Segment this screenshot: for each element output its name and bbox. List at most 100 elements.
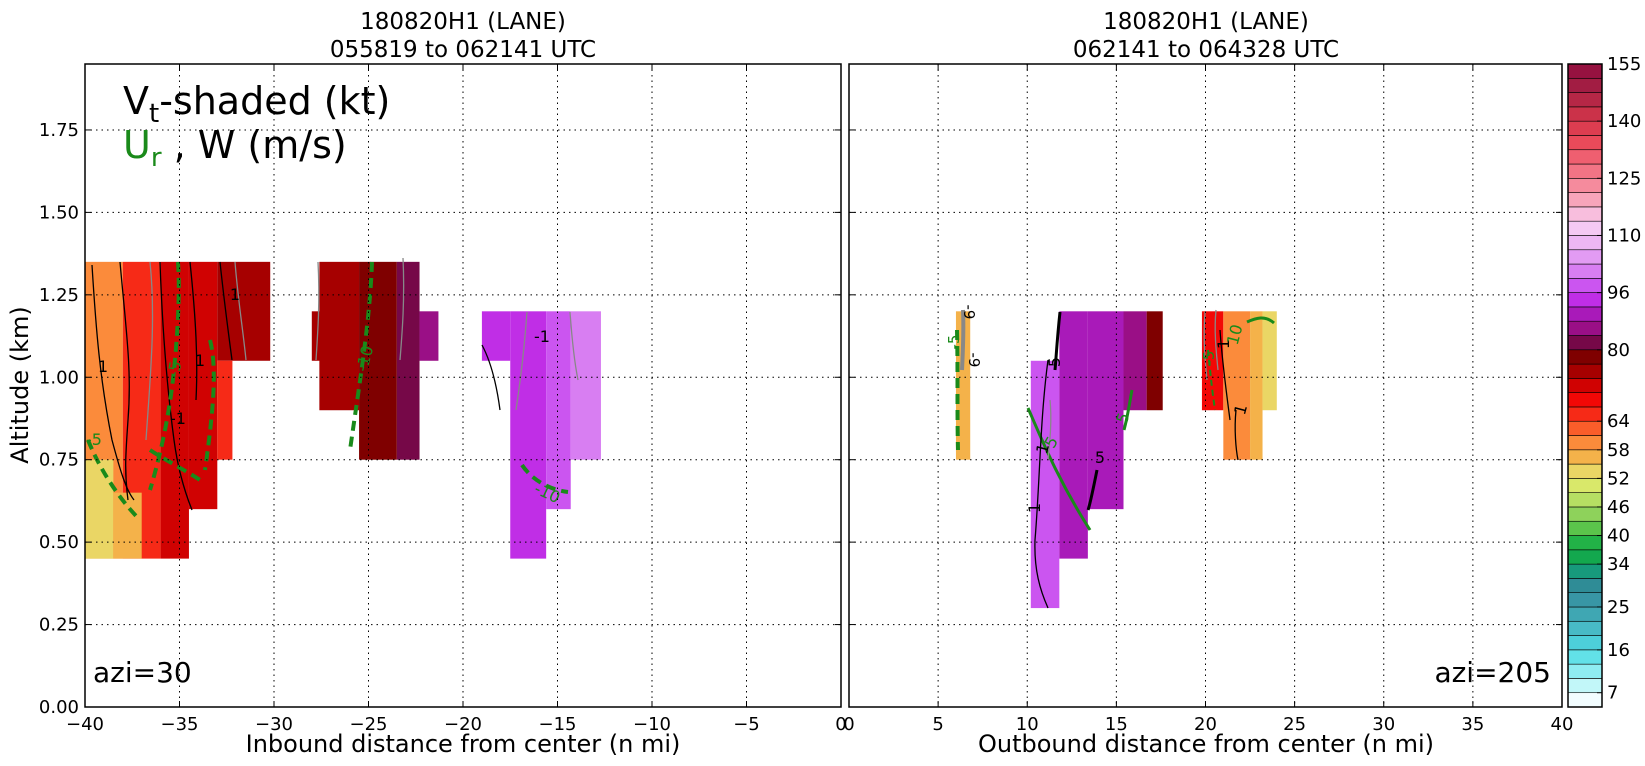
x-tick-label: 5	[932, 714, 943, 735]
shaded-cell	[1146, 311, 1163, 411]
colorbar-swatch	[1567, 92, 1603, 108]
contour-label: -5	[86, 430, 102, 449]
contour-line	[1203, 311, 1208, 381]
shaded-cell	[955, 311, 971, 460]
colorbar-swatch	[1567, 463, 1603, 479]
colorbar-swatch	[1567, 135, 1603, 151]
contour-label: 10	[1223, 322, 1247, 347]
colorbar-swatch	[1567, 63, 1603, 79]
contour-line	[515, 311, 528, 411]
left-y-ticks: 0.00 0.25 0.50 0.75 1.00 1.25 1.50 1.75	[39, 120, 79, 718]
colorbar-swatch	[1567, 578, 1603, 593]
contour-line	[520, 463, 569, 494]
x-tick-label: −20	[444, 714, 482, 735]
left-x-ticks: −40 −35 −30 −25 −20 −15 −10 −5 0	[66, 64, 847, 735]
contour-label: 1	[98, 357, 108, 376]
contour-line	[569, 311, 579, 381]
right-shaded-cells	[955, 311, 1277, 609]
x-tick-label: −25	[350, 714, 388, 735]
colorbar-swatch	[1567, 435, 1603, 451]
x-tick-label: −10	[633, 714, 671, 735]
colorbar-swatch	[1567, 692, 1603, 708]
colorbar-tick-label: 46	[1607, 497, 1630, 518]
colorbar-tick-label: 64	[1607, 411, 1630, 432]
colorbar-swatch	[1567, 120, 1603, 136]
y-tick-label: 1.25	[39, 285, 79, 306]
left-panel: 180820H1 (LANE) 055819 to 062141 UTC	[6, 9, 847, 758]
contour-line	[315, 261, 320, 361]
contour-line	[189, 261, 198, 401]
colorbar-swatch	[1567, 420, 1603, 436]
contour-label: 1	[1214, 339, 1233, 349]
y-axis-label: Altitude (km)	[6, 306, 34, 463]
contour-line	[399, 257, 405, 361]
right-title-line2: 062141 to 064328 UTC	[1073, 37, 1339, 63]
left-title-line1: 180820H1 (LANE)	[360, 9, 566, 35]
contour-label: 1	[195, 351, 205, 370]
y-tick-label: 0.25	[39, 615, 79, 636]
colorbar-tick-label: 155	[1607, 54, 1641, 75]
right-x-ticks: 0 5 10 15 20 25 30 35 40	[843, 64, 1573, 735]
colorbar-swatch	[1567, 606, 1603, 622]
colorbar-swatch	[1567, 506, 1603, 522]
colorbar-tick-label: 52	[1607, 468, 1630, 489]
x-tick-label: 30	[1372, 714, 1395, 735]
colorbar-swatch	[1567, 663, 1603, 679]
shaded-cell	[1262, 311, 1277, 411]
shaded-cell	[510, 311, 547, 559]
colorbar-swatch	[1567, 349, 1603, 365]
shaded-cell	[1087, 311, 1124, 510]
right-contours: -5 -9 -9 5 5 5 5 1 1 1 1 10 -5	[945, 305, 1275, 609]
contour-line	[234, 261, 247, 361]
colorbar-swatch	[1567, 620, 1603, 636]
contour-label: -5	[1200, 351, 1218, 366]
contour-line	[960, 309, 966, 371]
right-x-axis-label: Outbound distance from center (n mi)	[978, 730, 1434, 758]
contour-line	[1214, 309, 1219, 371]
y-tick-label: 1.75	[39, 120, 79, 141]
colorbar-swatch	[1567, 106, 1603, 122]
colorbar-swatch	[1567, 635, 1603, 651]
contour-line	[1219, 329, 1231, 421]
colorbar-tick-label: 96	[1607, 283, 1630, 304]
legend-ur-line: Ur , W (m/s)	[123, 123, 347, 173]
colorbar-swatch	[1567, 292, 1603, 308]
contour-line	[1246, 316, 1275, 325]
x-tick-label: 0	[843, 714, 854, 735]
contour-line	[1034, 359, 1049, 609]
shaded-cell	[1201, 311, 1224, 411]
right-grid	[849, 64, 1562, 707]
x-tick-label: 0	[835, 714, 846, 735]
contour-line	[119, 261, 130, 501]
x-tick-label: 20	[1194, 714, 1217, 735]
contour-label: 5	[1045, 357, 1064, 367]
contour-line	[148, 448, 202, 482]
x-tick-label: −35	[161, 714, 199, 735]
contour-label: 1	[1025, 503, 1044, 513]
contour-line	[1122, 389, 1134, 431]
x-tick-label: 35	[1461, 714, 1484, 735]
contour-line	[219, 261, 233, 361]
shaded-cell	[396, 261, 420, 460]
colorbar-swatch	[1567, 678, 1603, 694]
colorbar-swatch	[1567, 163, 1603, 179]
contour-line	[1086, 469, 1099, 511]
x-tick-label: −40	[66, 714, 104, 735]
x-tick-label: −15	[539, 714, 577, 735]
colorbar-swatch	[1567, 220, 1603, 236]
shaded-cell	[113, 492, 142, 559]
contour-line	[145, 261, 154, 441]
colorbar-tick-label: 16	[1607, 640, 1630, 661]
colorbar-swatch	[1567, 520, 1603, 536]
colorbar-swatch	[1567, 306, 1603, 322]
contour-label: -1	[170, 409, 186, 428]
y-tick-label: 1.00	[39, 367, 79, 388]
colorbar-swatch	[1567, 263, 1603, 279]
contour-line	[203, 339, 216, 471]
contour-line	[481, 344, 501, 411]
left-x-axis-label: Inbound distance from center (n mi)	[246, 730, 681, 758]
shaded-cell	[85, 459, 114, 559]
legend-vt-line: Vt-shaded (kt)	[123, 79, 390, 129]
contour-label: -5	[945, 335, 963, 350]
